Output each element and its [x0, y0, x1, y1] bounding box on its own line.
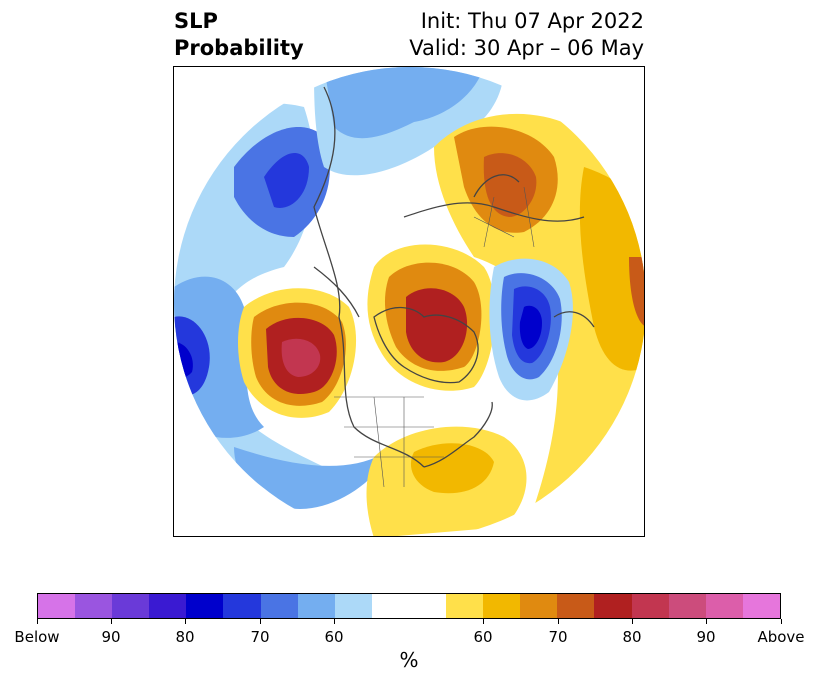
colorbar-tick-mark	[781, 619, 782, 624]
colorbar-segment	[38, 594, 76, 618]
colorbar	[37, 593, 781, 619]
title-right: Init: Thu 07 Apr 2022 Valid: 30 Apr – 06…	[409, 8, 644, 62]
colorbar-tick-label: 70	[250, 628, 270, 646]
lower-blue-arc	[234, 447, 394, 509]
colorbar-segment	[705, 594, 743, 618]
colorbar-tick-mark	[558, 619, 559, 624]
colorbar-segment	[371, 594, 447, 618]
colorbar-tick-mark	[632, 619, 633, 624]
colorbar-unit: %	[399, 648, 419, 672]
colorbar-tick-label: Above	[757, 628, 805, 646]
us-high-orange	[410, 443, 494, 494]
colorbar-tick-label: 60	[324, 628, 344, 646]
colorbar-tick-label: 80	[622, 628, 642, 646]
colorbar-tick-mark	[185, 619, 186, 624]
colorbar-tick-mark	[260, 619, 261, 624]
valid-range: Valid: 30 Apr – 06 May	[409, 36, 644, 60]
colorbar-tick-label: 70	[548, 628, 568, 646]
polar-map	[174, 67, 644, 536]
colorbar-tick-label: 80	[175, 628, 195, 646]
colorbar-segment	[557, 594, 595, 618]
pacific-high-core	[281, 338, 321, 377]
title-type: Probability	[174, 36, 304, 60]
colorbar-tick-mark	[37, 619, 38, 624]
title-left: SLP Probability	[174, 8, 304, 62]
north-blue-mid	[324, 67, 484, 139]
map-frame	[173, 66, 645, 537]
colorbar-tick-mark	[334, 619, 335, 624]
colorbar-tick-mark	[111, 619, 112, 624]
colorbar-segment	[223, 594, 261, 618]
colorbar-segment	[334, 594, 372, 618]
norwegian-low-core	[519, 305, 542, 349]
colorbar-segment	[668, 594, 706, 618]
central-high-red	[406, 288, 468, 363]
colorbar-segment	[520, 594, 558, 618]
colorbar-segment	[594, 594, 632, 618]
colorbar-tick-label: 60	[473, 628, 493, 646]
colorbar-segment	[112, 594, 150, 618]
colorbar-tick-mark	[483, 619, 484, 624]
nw-blue-core	[264, 153, 309, 208]
colorbar-segment	[297, 594, 335, 618]
east-high-darkorange	[629, 257, 644, 327]
colorbar-tick-label: 90	[101, 628, 121, 646]
colorbar-segment	[186, 594, 224, 618]
colorbar-segment	[742, 594, 780, 618]
colorbar-segment	[75, 594, 113, 618]
colorbar-segment	[149, 594, 187, 618]
colorbar-tick-label: Below	[14, 628, 60, 646]
colorbar-segment	[483, 594, 521, 618]
scandinavia-red	[483, 153, 537, 217]
colorbar-tick-mark	[706, 619, 707, 624]
coastlines	[313, 86, 595, 468]
colorbar-tick-label: 90	[696, 628, 716, 646]
east-high-orange	[579, 167, 644, 371]
colorbar-segment	[631, 594, 669, 618]
colorbar-segment	[260, 594, 298, 618]
init-date: Init: Thu 07 Apr 2022	[420, 9, 644, 33]
colorbar-segment	[446, 594, 484, 618]
title-variable: SLP	[174, 9, 218, 33]
